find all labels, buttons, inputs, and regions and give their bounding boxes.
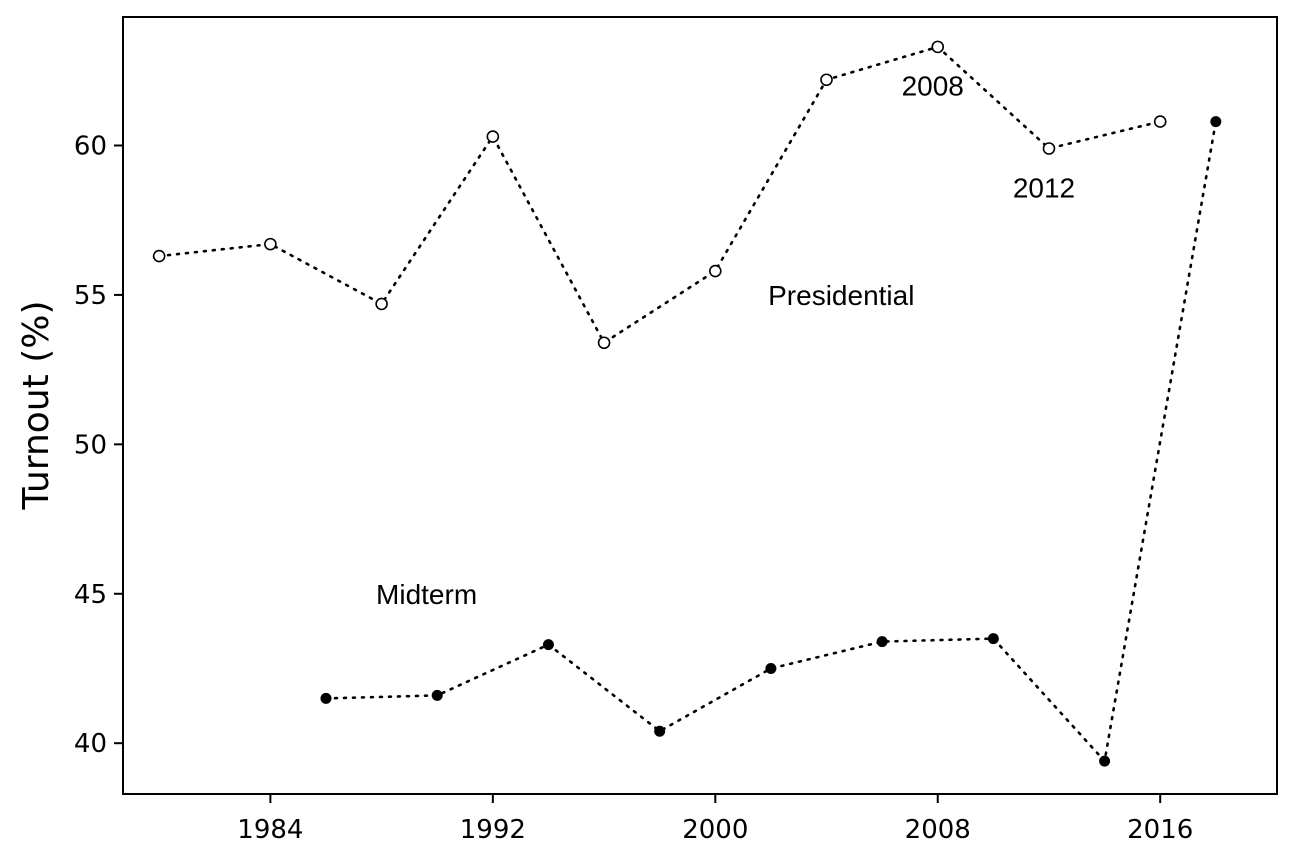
annotation-3: 2012 [1013, 172, 1075, 203]
x-tick-label-1984: 1984 [237, 815, 303, 845]
y-tick-label-50: 50 [74, 430, 107, 460]
x-tick-label-2016: 2016 [1127, 815, 1193, 845]
y-tick-label-55: 55 [74, 281, 107, 311]
series-0-point-1988 [375, 297, 388, 311]
series-0-point-2008 [931, 40, 945, 54]
y-tick-label-60: 60 [74, 132, 107, 162]
series-0-point-1996 [597, 336, 611, 350]
annotation-0: Presidential [768, 280, 914, 311]
series-0-point-2000 [708, 264, 722, 278]
x-tick-label-2000: 2000 [682, 815, 748, 845]
series-1-point-2006 [876, 636, 888, 648]
annotation-1: Midterm [376, 579, 477, 610]
series-0-point-2016 [1153, 115, 1167, 128]
series-line-1 [324, 120, 1218, 764]
series-0-point-1984 [264, 237, 277, 251]
series-0-point-1992 [486, 130, 500, 143]
series-1-point-1998 [654, 725, 666, 737]
series-0-point-2004 [820, 73, 833, 87]
series-points [152, 40, 1222, 767]
series-1-point-2002 [765, 662, 777, 674]
x-axis: 1984 1992 2000 2008 2016 [237, 794, 1193, 845]
series-1-point-2018 [1210, 116, 1222, 128]
series-1-point-1990 [431, 689, 443, 701]
annotation-2: 2008 [902, 71, 964, 102]
series-1-point-1994 [542, 639, 554, 651]
x-tick-label-2008: 2008 [905, 815, 971, 845]
series-0-point-1980 [152, 249, 166, 263]
y-tick-label-45: 45 [74, 580, 107, 610]
series-1-point-2014 [1099, 755, 1111, 767]
x-tick-label-1992: 1992 [460, 815, 526, 845]
y-axis-title: Turnout (%) [16, 300, 57, 510]
series-line-0 [157, 45, 1162, 345]
series-1-point-1986 [320, 692, 332, 704]
y-axis: 40 45 50 55 60 [74, 132, 123, 759]
series-0-point-2012 [1042, 142, 1056, 155]
plot-frame [122, 16, 1278, 795]
y-tick-label-40: 40 [74, 729, 107, 759]
series-1-point-2010 [987, 633, 999, 645]
series-lines [157, 45, 1218, 764]
annotations: Presidential Midterm 2008 2012 [376, 71, 1075, 610]
